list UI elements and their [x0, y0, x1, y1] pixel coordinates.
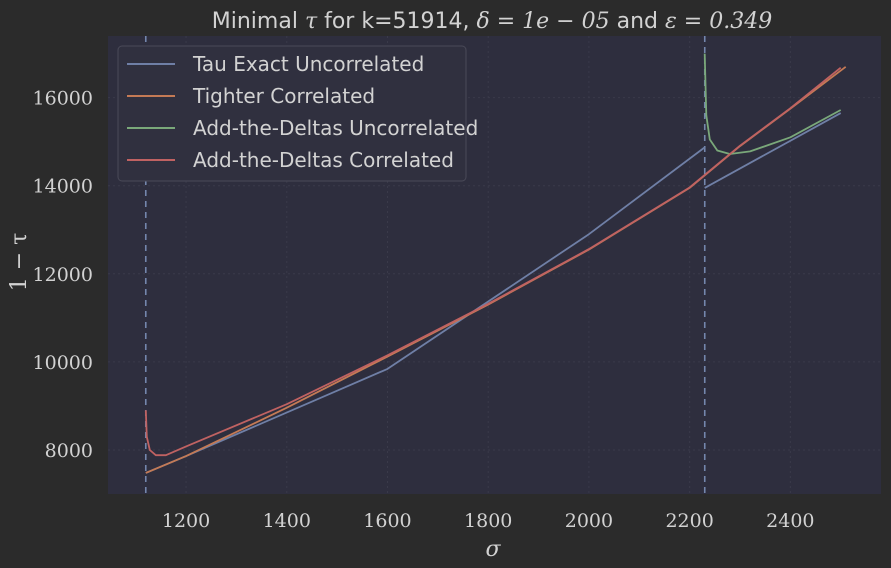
- x-axis-label: σ: [485, 537, 501, 562]
- x-tick-label: 1200: [162, 510, 210, 532]
- y-tick-label: 14000: [33, 176, 93, 198]
- legend-box: [117, 45, 467, 182]
- x-tick-label: 1600: [363, 510, 411, 532]
- x-tick-label: 2200: [665, 510, 713, 532]
- legend-label: Add-the-Deltas Correlated: [193, 148, 454, 172]
- legend-label: Tighter Correlated: [192, 84, 375, 108]
- x-tick-label: 2000: [565, 510, 613, 532]
- y-tick-label: 12000: [33, 264, 93, 286]
- x-tick-labels: 1200 1400 1600 1800 2000 2200 2400: [162, 510, 815, 532]
- series-line-3: [703, 53, 842, 155]
- legend-label: Add-the-Deltas Uncorrelated: [193, 116, 478, 140]
- x-tick-label: 1400: [263, 510, 311, 532]
- x-tick-label: 2400: [766, 510, 814, 532]
- y-axis-label: 1 − τ: [7, 233, 32, 292]
- legend: Tau Exact Uncorrelated Tighter Correlated…: [117, 45, 478, 182]
- legend-label: Tau Exact Uncorrelated: [192, 52, 424, 76]
- chart-title: Minimal τ for k=51914, δ = 1e − 05 and ε…: [212, 9, 772, 34]
- x-tick-label: 1800: [464, 510, 512, 532]
- y-tick-label: 10000: [33, 352, 93, 374]
- series-line-1: [704, 112, 842, 189]
- series-lines: [144, 53, 847, 474]
- y-tick-labels: 8000 10000 12000 14000 16000: [33, 88, 93, 462]
- y-tick-label: 8000: [45, 440, 93, 462]
- y-tick-label: 16000: [33, 88, 93, 110]
- series-line-4: [144, 66, 842, 457]
